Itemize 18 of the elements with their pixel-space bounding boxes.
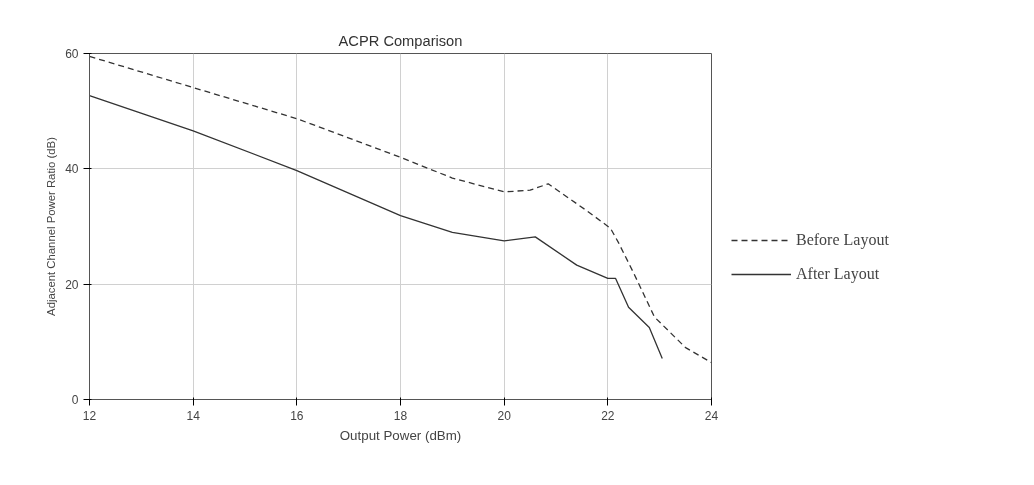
line-series	[89, 55, 712, 364]
line-series	[89, 94, 663, 360]
x-tick-label: 22	[601, 408, 615, 423]
legend-label: Before Layout	[796, 231, 889, 249]
x-axis-title: Output Power (dBm)	[339, 427, 462, 443]
x-tick-label: 16	[290, 408, 304, 423]
y-tick-label: 60	[65, 47, 79, 61]
y-axis-title: Adjacent Channel Power Ratio (dB)	[45, 136, 58, 316]
legend-label: After Layout	[796, 265, 880, 283]
y-tick-label: 0	[71, 393, 79, 407]
x-tick-label: 20	[497, 408, 512, 423]
x-tick-label: 14	[186, 408, 201, 423]
x-tick-label: 24	[704, 408, 719, 423]
x-tick-label: 18	[393, 408, 408, 423]
y-tick-label: 20	[65, 277, 79, 292]
x-tick-label: 12	[82, 408, 97, 423]
chart-title: ACPR Comparison	[338, 32, 463, 49]
y-tick-label: 40	[65, 162, 79, 177]
